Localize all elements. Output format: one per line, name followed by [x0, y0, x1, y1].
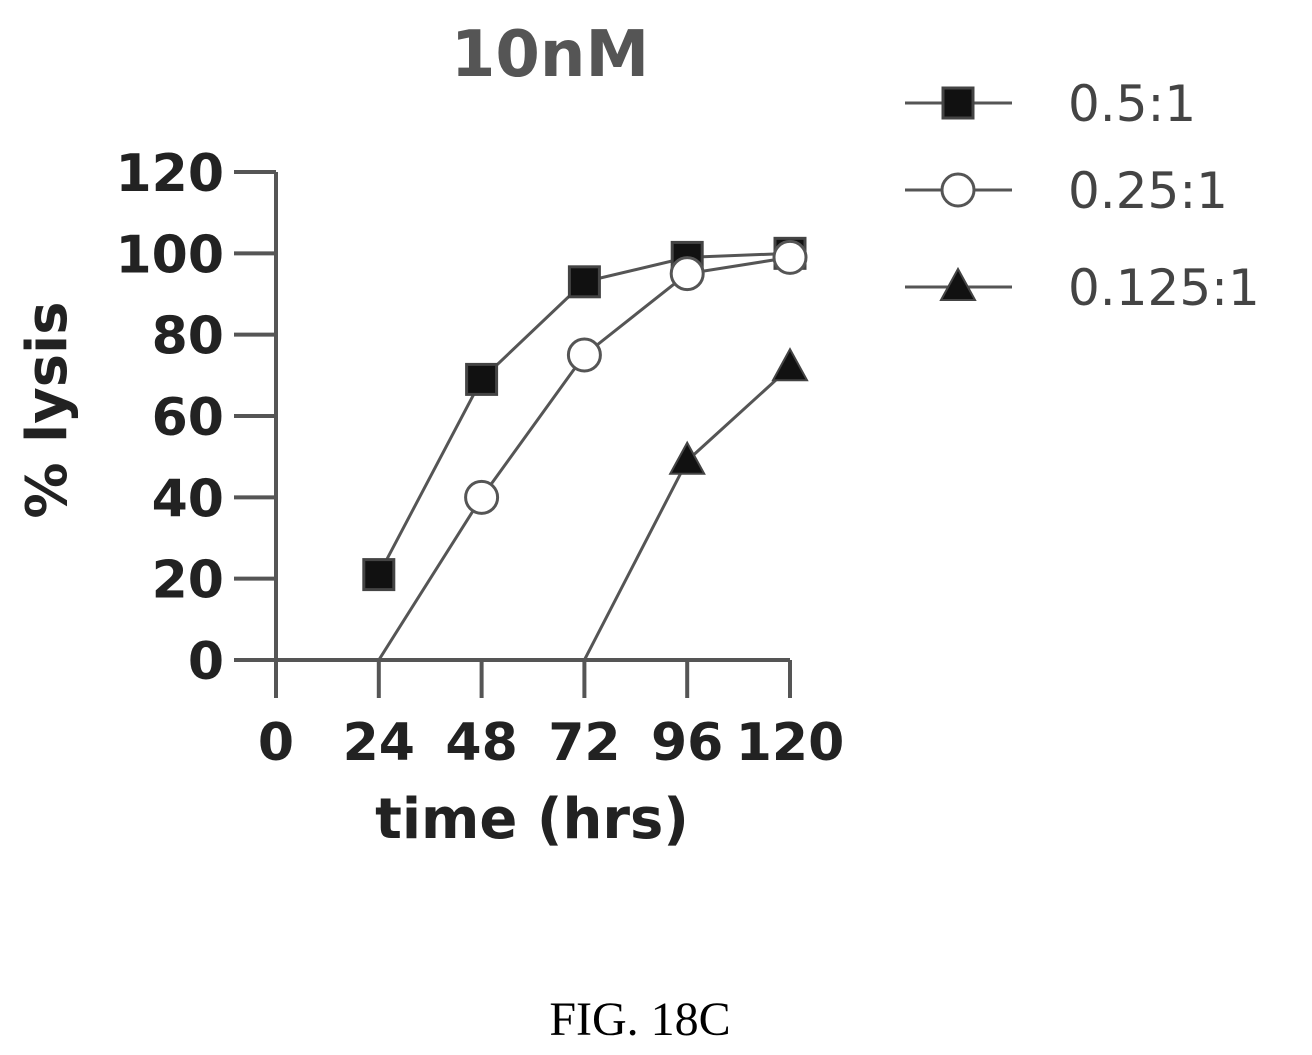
x-tick-label: 48: [445, 713, 517, 773]
series-line: [583, 366, 792, 661]
legend-item: 0.125:1: [905, 259, 1260, 317]
data-point: [771, 347, 809, 382]
y-tick-label: 20: [152, 551, 224, 611]
data-point: [362, 558, 396, 592]
chart-title: 10nM: [451, 18, 649, 92]
legend: 0.5:1 0.25:1 0.125:1: [905, 75, 1260, 317]
legend-marker: [940, 172, 976, 208]
legend-label: 0.5:1: [1068, 75, 1196, 133]
legend-marker: [941, 86, 975, 120]
axes: [234, 172, 790, 662]
x-tick-label: 24: [343, 713, 415, 773]
y-tick-label: 0: [188, 632, 224, 692]
data-point: [464, 479, 500, 515]
legend-label: 0.125:1: [1068, 259, 1260, 317]
data-point: [465, 362, 499, 396]
y-tick-label: 40: [152, 469, 224, 529]
ticks: [234, 170, 792, 698]
y-tick-label: 100: [115, 225, 224, 285]
data-point: [567, 265, 601, 299]
x-tick-label: 0: [258, 713, 294, 773]
series-layer: [362, 236, 809, 661]
data-point: [669, 256, 705, 292]
series-line: [377, 251, 791, 576]
x-tick-label: 72: [548, 713, 620, 773]
x-tick-label: 96: [651, 713, 723, 773]
y-tick-label: 60: [152, 388, 224, 448]
legend-label: 0.25:1: [1068, 162, 1228, 220]
series-3: [583, 347, 809, 661]
figure-caption: FIG. 18C: [549, 993, 730, 1046]
legend-item: 0.25:1: [905, 162, 1228, 220]
legend-marker: [939, 266, 977, 301]
data-point: [566, 337, 602, 373]
data-point: [668, 440, 706, 475]
y-axis-label: % lysis: [15, 301, 80, 518]
legend-item: 0.5:1: [905, 75, 1196, 133]
series-2: [377, 239, 808, 661]
y-tick-label: 80: [152, 307, 224, 367]
data-point: [772, 239, 808, 275]
y-tick-label: 120: [115, 144, 224, 204]
x-tick-label: 120: [736, 713, 845, 773]
x-axis-label: time (hrs): [375, 787, 689, 852]
